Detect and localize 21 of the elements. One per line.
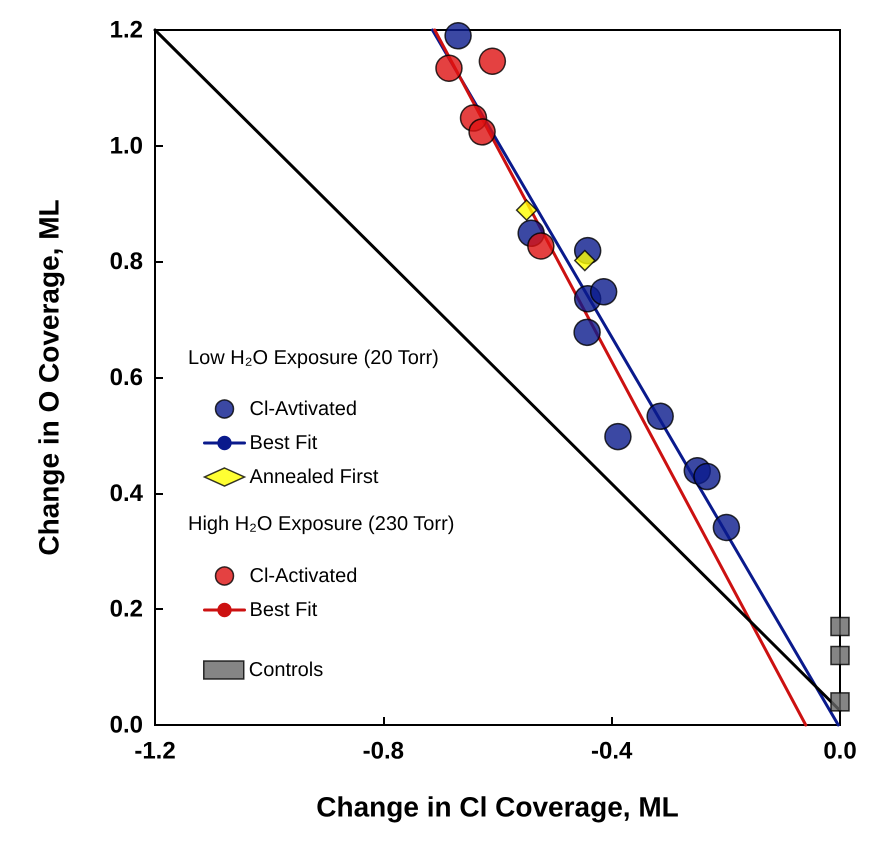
annotation: High H₂O Exposure (230 Torr) — [188, 513, 454, 535]
x-tick-label: -0.4 — [590, 738, 633, 764]
y-tick-label: 0.4 — [110, 480, 144, 507]
y-tick-label: 1.2 — [110, 16, 143, 44]
legend-label: Best Fit — [250, 599, 318, 621]
legend-label: Best Fit — [250, 432, 318, 454]
legend-label: Controls — [248, 659, 324, 681]
legend-label: Cl-Activated — [250, 565, 358, 587]
legend-label: Cl-Avtivated — [250, 398, 357, 420]
x-tick-label: -1.2 — [134, 738, 176, 764]
x-axis-title: Change in Cl Coverage, ML — [316, 792, 679, 822]
y-tick-label: 1.0 — [110, 132, 143, 160]
y-tick-label: 0.2 — [110, 596, 143, 623]
y-tick-label: 0.8 — [110, 248, 143, 276]
x-tick-label: 0.0 — [823, 738, 857, 764]
y-axis-title: Change in O Coverage, ML — [34, 199, 64, 556]
y-tick-label: 0.0 — [110, 712, 143, 738]
legend-label: Annealed First — [250, 466, 379, 488]
x-tick-label: -0.8 — [362, 738, 404, 764]
y-tick-label: 0.6 — [110, 364, 143, 391]
annotation: Low H₂O Exposure (20 Torr) — [188, 347, 439, 369]
